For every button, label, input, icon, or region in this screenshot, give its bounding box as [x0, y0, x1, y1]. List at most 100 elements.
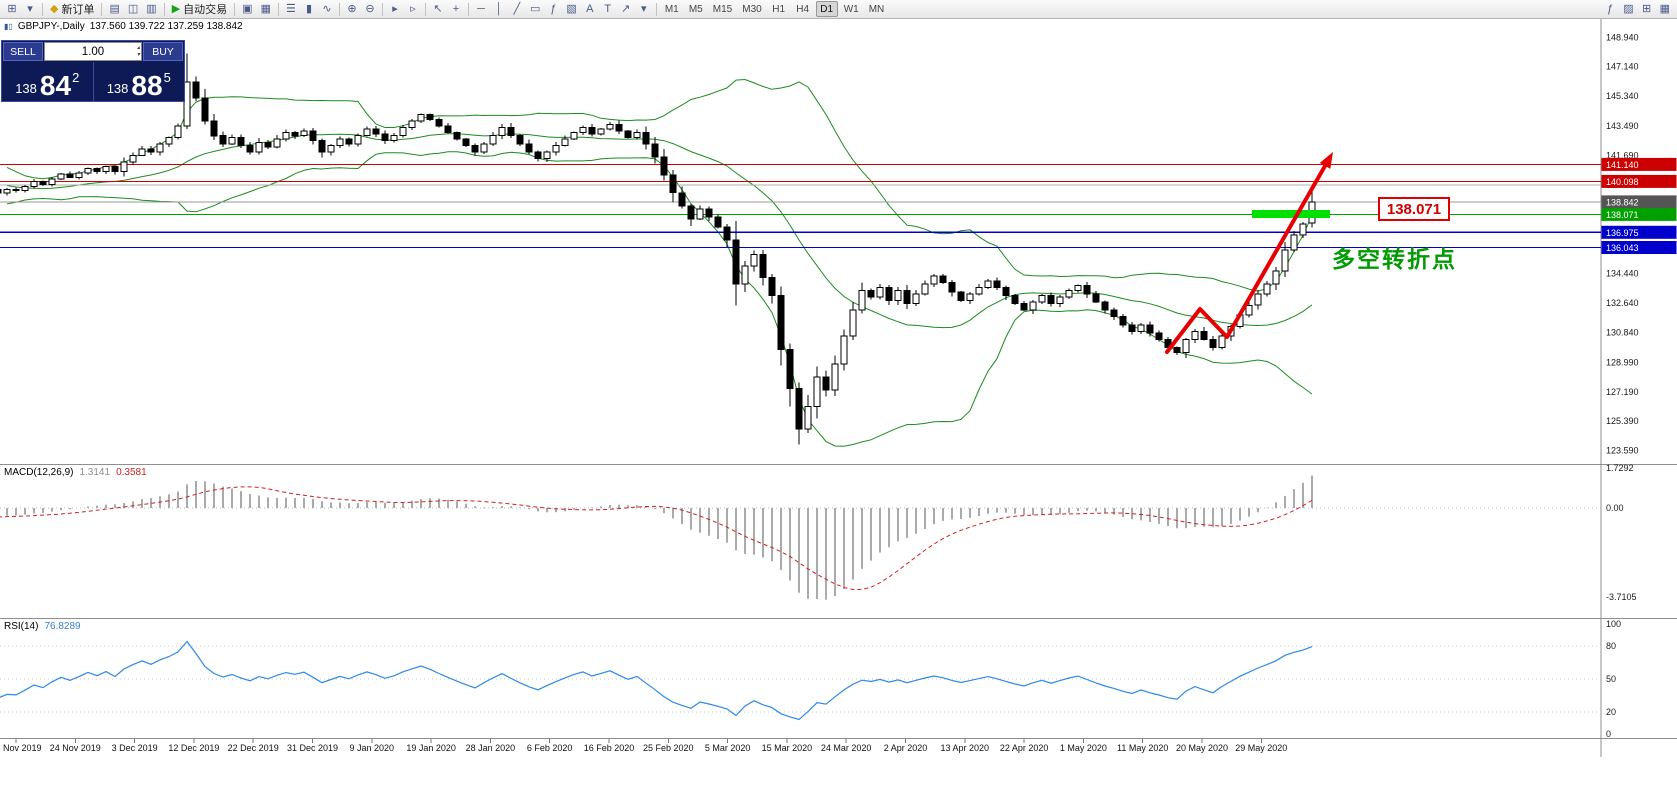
price-scale[interactable]: 148.940147.140145.340143.490141.690139.8… [1601, 32, 1677, 455]
timeframe-m5-button[interactable]: M5 [688, 3, 703, 15]
data-window-button[interactable]: ◫ [124, 1, 142, 18]
label-tool-icon: T [604, 2, 612, 15]
navigator-button[interactable]: ▥ [142, 1, 160, 18]
arrows-tool-button[interactable]: ↗ [617, 1, 635, 18]
timeline-label: 31 Dec 2019 [286, 743, 339, 753]
svg-text:143.490: 143.490 [1606, 121, 1639, 131]
chart-shift-button[interactable]: ▹ [404, 1, 422, 18]
volume-down-icon[interactable]: ▾ [136, 51, 140, 58]
zoom-in-button[interactable]: ⊕ [343, 1, 361, 18]
timeline-label: 19 Jan 2020 [406, 743, 456, 753]
autotrade-button[interactable]: ▶ 自动交易 [168, 1, 231, 18]
toolbar-right-group: ƒ ▨ ⊞ ▦ [1601, 1, 1674, 18]
label-tool-button[interactable]: T [599, 1, 617, 18]
candlestick-chart-type-button[interactable]: ▮ [300, 1, 318, 18]
bid-big-digits: 84 [39, 70, 72, 102]
buy-button[interactable]: BUY [143, 42, 183, 61]
new-order-button[interactable]: ◆ 新订单 [46, 1, 98, 18]
templates-button[interactable]: ▨ [1619, 1, 1637, 18]
timeline-label: 20 May 2020 [1175, 743, 1229, 753]
crosshair-button[interactable]: + [447, 1, 465, 18]
fibonacci-tool-icon: ƒ [550, 2, 557, 15]
timeframe-h4-button[interactable]: H4 [796, 3, 810, 15]
cursor-button[interactable]: ↖ [429, 1, 447, 18]
market-watch-button[interactable]: ▤ [105, 1, 123, 18]
new-chart-button[interactable]: ⊞ [3, 1, 21, 18]
new-chart-icon: ⊞ [7, 2, 17, 15]
buy-price-button[interactable]: 138 88 5 [92, 62, 185, 101]
indicators-list-button[interactable]: ƒ [1601, 1, 1619, 18]
volume-spinner[interactable]: ▴ ▾ [137, 43, 140, 60]
toolbar-separator [101, 2, 103, 16]
vertical-line-tool-icon: │ [495, 2, 503, 15]
pivot-point-annotation[interactable]: 多空转折点 [1332, 246, 1457, 272]
market-watch-icon: ▤ [109, 2, 120, 15]
trendline-tool-icon: ╱ [513, 2, 521, 15]
time-axis[interactable]: 15 Nov 2019 24 Nov 2019 3 Dec 2019 12 Dec 2… [0, 739, 1677, 759]
trendline-tool-button[interactable]: ╱ [508, 1, 526, 18]
bar-chart-type-button[interactable]: ☰ [282, 1, 300, 18]
timeframe-m1-button[interactable]: M1 [664, 3, 679, 15]
sell-button[interactable]: SELL [3, 42, 43, 61]
templates-icon: ▨ [1623, 2, 1634, 15]
arrange-icons-button[interactable]: ▦ [1656, 1, 1674, 18]
time-ticks [15, 739, 1262, 743]
line-chart-type-button[interactable]: ∿ [318, 1, 336, 18]
candles [0, 53, 1316, 445]
chart-list-dropdown-button[interactable]: ▾ [21, 1, 39, 18]
shapes-tool-icon: ▧ [566, 2, 577, 15]
data-window-icon: ◫ [127, 2, 139, 15]
zoom-out-button[interactable]: ⊖ [361, 1, 379, 18]
tile-windows-button[interactable]: ▣ [238, 1, 256, 18]
timeframe-w1-button[interactable]: W1 [843, 3, 859, 15]
toolbar-separator [338, 2, 340, 16]
svg-text:145.340: 145.340 [1606, 91, 1639, 101]
auto-scroll-button[interactable]: ▸ [386, 1, 404, 18]
horizontal-line-tool-button[interactable]: ─ [472, 1, 490, 18]
chart-title: ▮▯ GBPJPY-,Daily 137.560 139.722 137.259… [4, 21, 243, 32]
timeline-label: 2 Apr 2020 [883, 743, 928, 753]
timeline-label: 11 May 2020 [1117, 743, 1169, 753]
shapes-tool-button[interactable]: ▧ [562, 1, 580, 18]
chart-mini-icon: ▮▯ [4, 21, 13, 31]
sell-price-button[interactable]: 138 84 2 [2, 62, 93, 101]
cascade-windows-button[interactable]: ▦ [257, 1, 275, 18]
svg-text:20: 20 [1606, 707, 1616, 717]
horizontal-levels[interactable] [0, 163, 1601, 249]
macd-indicator-label: MACD(12,26,9) 1.3141 0.3581 [4, 467, 147, 478]
timeframe-h1-button[interactable]: H1 [772, 3, 786, 15]
rsi-panel[interactable]: 100 80 50 20 0 [0, 619, 1621, 739]
channel-tool-button[interactable]: ▭ [526, 1, 544, 18]
full-screen-button[interactable]: ⊞ [1638, 1, 1656, 18]
volume-up-icon[interactable]: ▴ [136, 44, 140, 51]
svg-text:138.071: 138.071 [1606, 210, 1639, 220]
toolbar-separator [42, 2, 43, 16]
arrows-dropdown-button[interactable]: ▾ [635, 1, 653, 18]
vertical-line-tool-button[interactable]: │ [490, 1, 508, 18]
timeframe-m30-button[interactable]: M30 [742, 3, 762, 15]
bollinger-bands [6, 78, 1313, 447]
crosshair-icon: + [452, 2, 460, 15]
rsi-indicator-label: RSI(14) 76.8289 [4, 621, 81, 632]
ask-prefix: 138 [106, 80, 129, 96]
volume-field[interactable]: 1.00 ▴ ▾ [44, 42, 142, 61]
candlestick-chart-type-icon: ▮ [305, 2, 312, 15]
timeframe-d1-button[interactable]: D1 [815, 1, 838, 17]
macd-panel[interactable]: 1.7292 0.00 -3.7105 [0, 463, 1637, 602]
svg-text:127.190: 127.190 [1606, 387, 1639, 397]
price-level-annotation[interactable]: 138.071 [1378, 197, 1450, 221]
drawn-objects[interactable] [1165, 152, 1333, 354]
timeline-label: 24 Nov 2019 [49, 743, 101, 753]
panel-frame[interactable] [0, 19, 1677, 757]
svg-text:125.390: 125.390 [1606, 416, 1639, 426]
toolbar-separator [424, 2, 426, 16]
svg-text:130.840: 130.840 [1606, 327, 1639, 337]
timeframe-mn-button[interactable]: MN [868, 3, 885, 15]
chart-shift-icon: ▹ [410, 2, 416, 15]
text-tool-button[interactable]: A [581, 1, 599, 18]
timeframe-m15-button[interactable]: M15 [712, 3, 733, 15]
fibonacci-tool-button[interactable]: ƒ [544, 1, 562, 18]
svg-text:141.140: 141.140 [1606, 160, 1639, 170]
